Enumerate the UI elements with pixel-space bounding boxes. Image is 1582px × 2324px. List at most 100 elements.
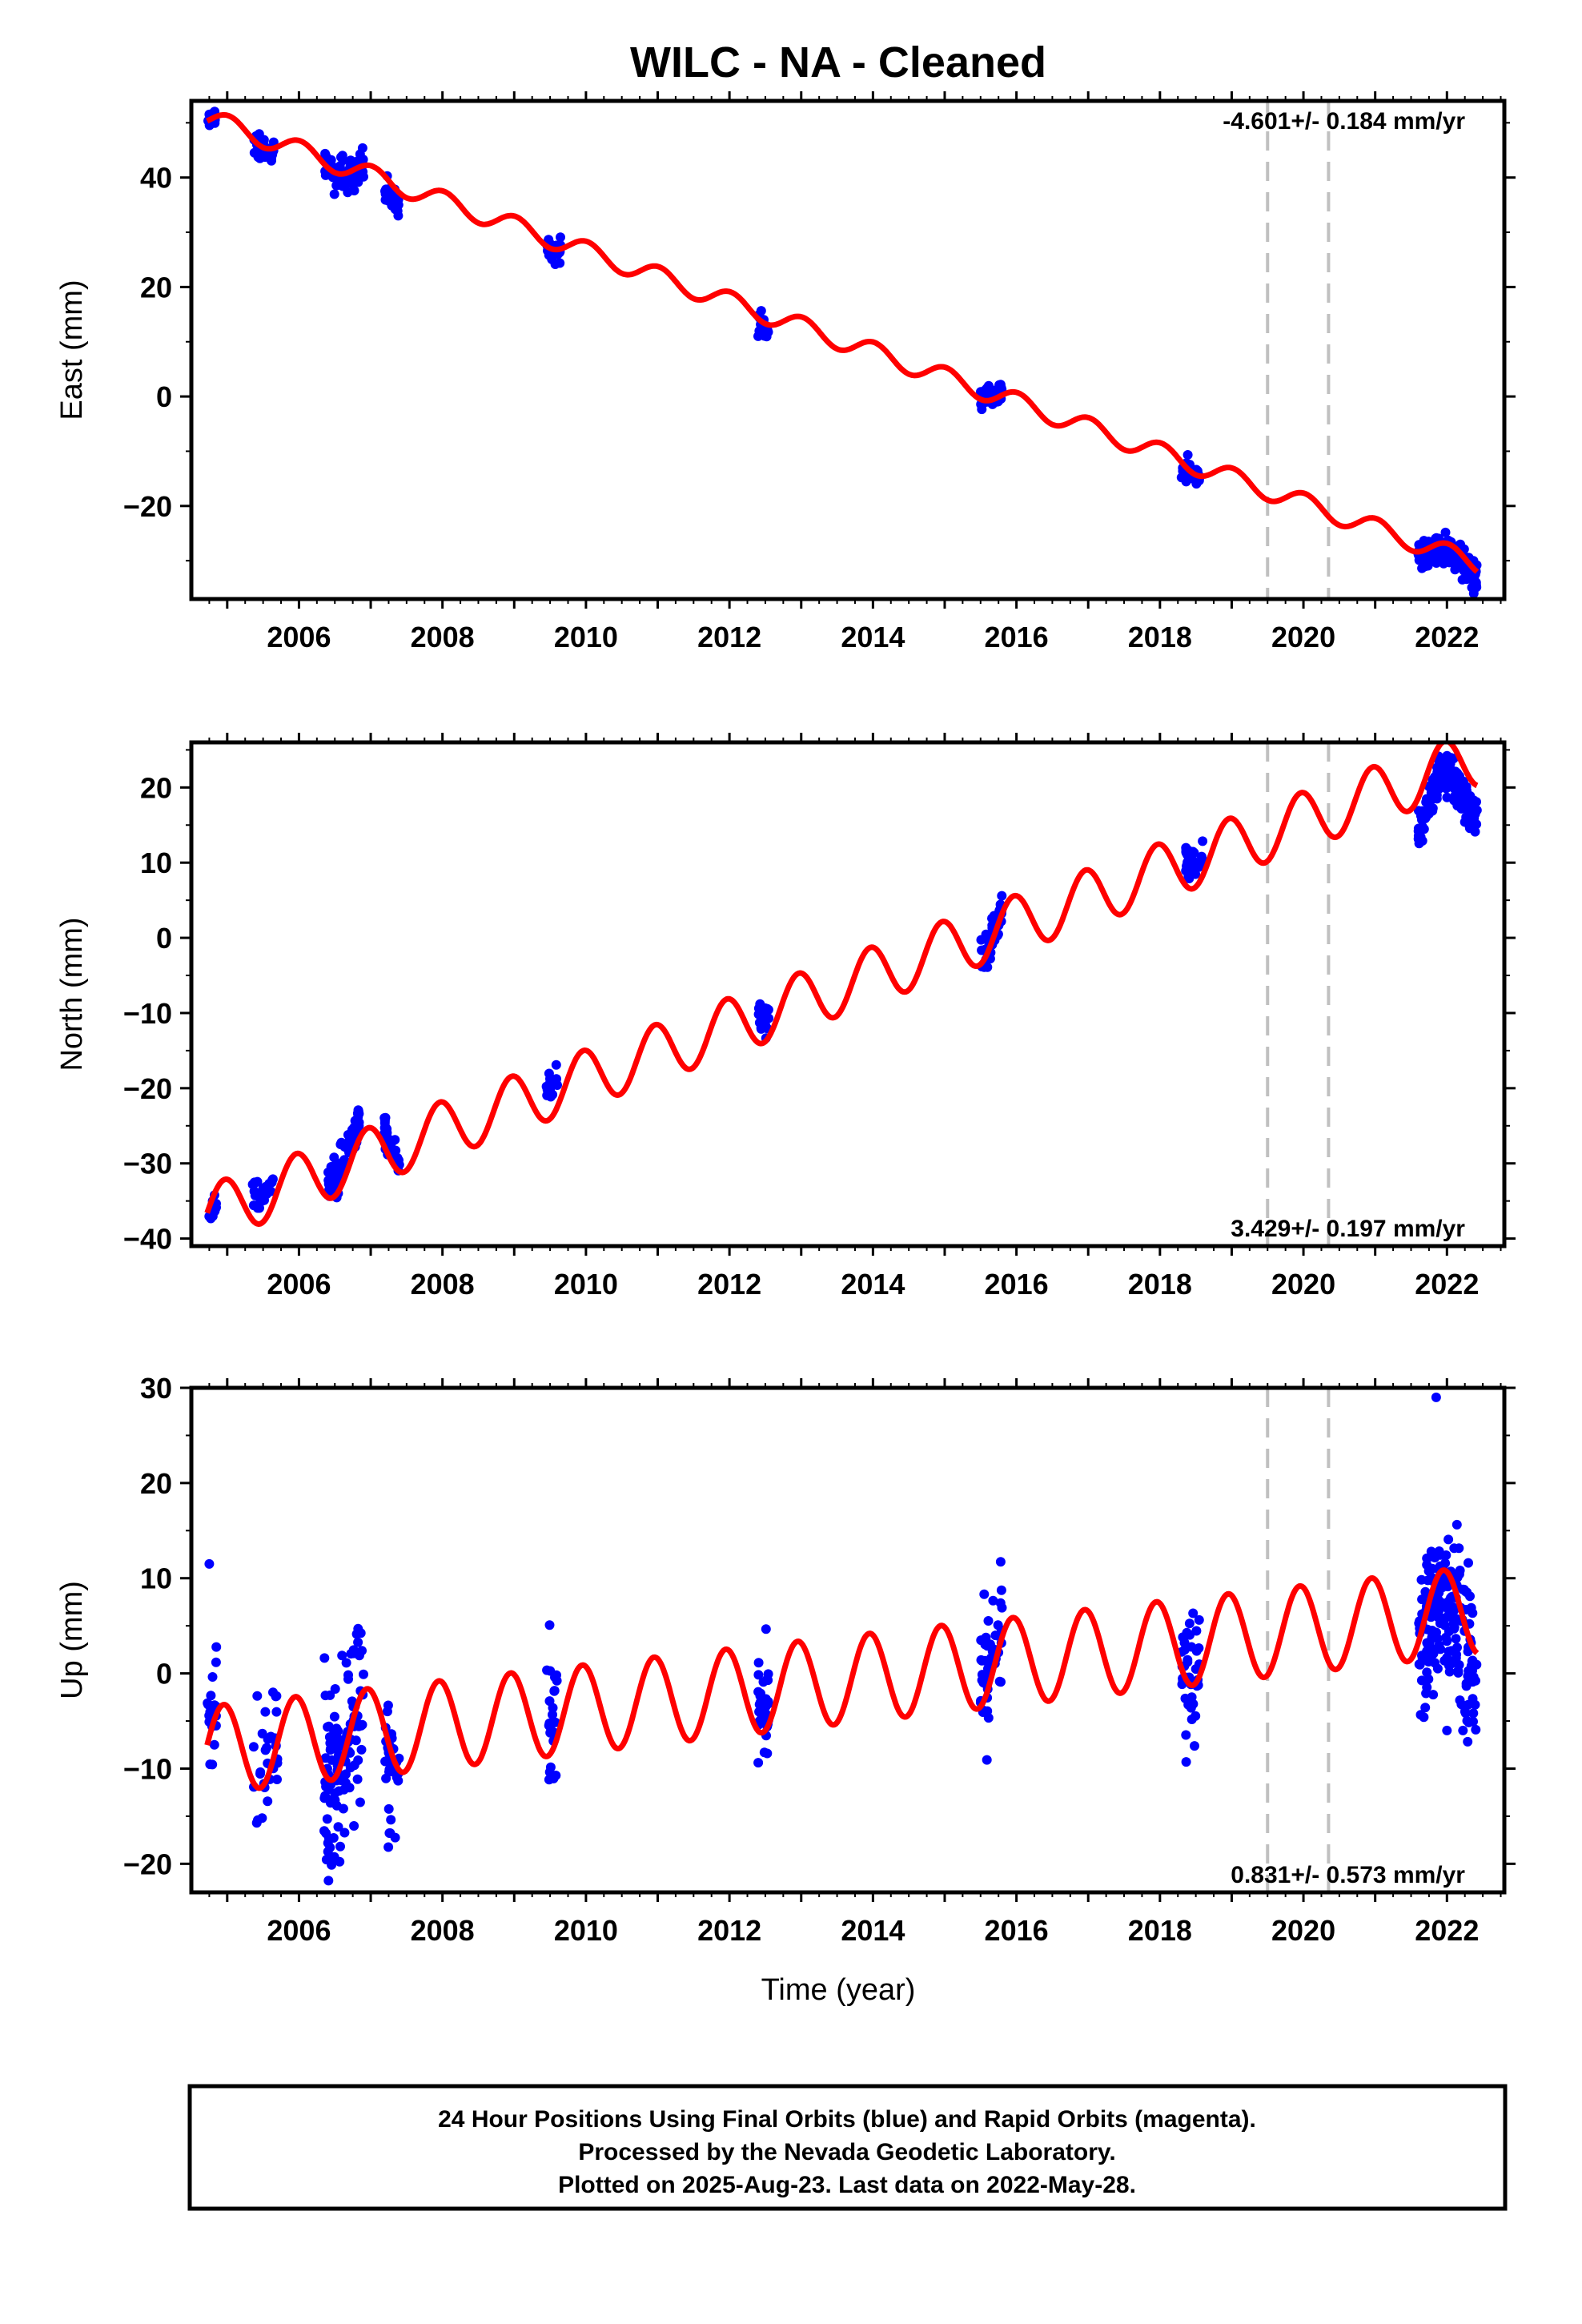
y-tick-label: 0 [156, 1658, 172, 1691]
plot-area [203, 1388, 1482, 1892]
data-point [329, 189, 339, 199]
data-point [207, 1759, 218, 1770]
y-axis: −20 −10 0 10 20 30 [123, 1372, 1516, 1880]
north-panel: 2006 2008 2010 2012 2014 2016 2018 2020 2022−40−… [55, 733, 1516, 1301]
data-point [1440, 1579, 1451, 1590]
data-point [983, 1713, 994, 1723]
x-tick-label: 2018 [1128, 1268, 1192, 1301]
data-point [1468, 1708, 1479, 1719]
data-point [1447, 1659, 1457, 1668]
data-point [1191, 1626, 1202, 1636]
data-point [333, 1822, 343, 1832]
data-point [1190, 1741, 1199, 1751]
data-point [353, 1755, 363, 1765]
x-tick-label: 2010 [554, 1914, 618, 1947]
y-tick-label: 20 [140, 1467, 172, 1500]
east-panel: 2006 2008 2010 2012 2014 2016 2018 2020 2022 −20 0… [55, 91, 1516, 653]
model-curve [206, 112, 1480, 574]
data-point [549, 1686, 560, 1696]
data-point [996, 1585, 1006, 1595]
data-point [1417, 1594, 1427, 1605]
x-tick-label: 2020 [1271, 1914, 1335, 1947]
data-point [325, 1690, 335, 1700]
data-point [552, 1074, 561, 1084]
data-point [995, 1557, 1006, 1567]
data-point [352, 1774, 363, 1784]
data-point [1179, 1645, 1190, 1655]
data-point [340, 1778, 351, 1788]
data-point [753, 1758, 764, 1768]
x-tick-label: 2020 [1271, 1268, 1335, 1301]
data-point [383, 1700, 393, 1711]
data-point [383, 1803, 394, 1814]
data-point [263, 1796, 273, 1807]
data-point [206, 1691, 216, 1701]
data-point [994, 1676, 1005, 1687]
data-point [343, 1670, 353, 1680]
y-axis: −20 0 20 40 [123, 122, 1516, 562]
data-point [981, 1632, 991, 1642]
footer-line-2: Processed by the Nevada Geodetic Laborat… [578, 2139, 1115, 2165]
data-point [1468, 1672, 1479, 1683]
data-point [257, 1196, 267, 1206]
x-tick-label: 2022 [1415, 1268, 1479, 1301]
data-point [262, 1182, 272, 1192]
data-point [323, 1784, 334, 1795]
data-point [1419, 536, 1429, 546]
data-point [1420, 1703, 1431, 1713]
data-point [326, 1743, 335, 1754]
data-point [1435, 1550, 1446, 1560]
data-point [348, 1648, 359, 1659]
data-point [1464, 823, 1475, 834]
data-point [1423, 1641, 1434, 1651]
y-tick-label: −10 [123, 997, 172, 1030]
data-point [1471, 580, 1481, 590]
data-point [982, 962, 993, 972]
data-point [753, 1003, 764, 1014]
data-point [351, 1629, 362, 1639]
data-point [988, 1595, 998, 1606]
data-point [356, 1744, 367, 1755]
data-point [981, 929, 991, 939]
data-point [1453, 1667, 1464, 1678]
x-tick-label: 2016 [985, 621, 1049, 653]
y-tick-label: 40 [140, 162, 172, 195]
data-point [556, 232, 565, 243]
data-point [1454, 784, 1464, 794]
footer-line-3: Plotted on 2025-Aug-23. Last data on 202… [558, 2172, 1136, 2198]
data-point [1455, 1566, 1465, 1575]
data-point [1198, 836, 1208, 846]
x-tick-label: 2018 [1128, 1914, 1192, 1947]
data-point [329, 1852, 339, 1862]
plot-area [204, 742, 1482, 1246]
x-axis-label: Time (year) [761, 1973, 916, 2007]
data-point [356, 170, 367, 180]
y-tick-label: 30 [140, 1372, 172, 1405]
data-point [1423, 1575, 1433, 1586]
data-point [1451, 1634, 1461, 1644]
x-axis: 2006 2008 2010 2012 2014 2016 2018 2020 2022 [208, 1378, 1502, 1947]
data-point [1464, 573, 1474, 584]
y-axis-label: East (mm) [55, 279, 89, 420]
data-point [1461, 1681, 1472, 1691]
data-point [753, 1670, 764, 1680]
data-point [262, 1189, 272, 1199]
plot-frame [189, 740, 1507, 1248]
data-point [247, 1180, 258, 1189]
data-point [1428, 1690, 1439, 1700]
data-point [977, 1655, 987, 1666]
data-point [1181, 1757, 1191, 1767]
data-point [763, 1669, 773, 1679]
data-point [1440, 1558, 1451, 1568]
data-point [248, 1742, 259, 1752]
data-point [1443, 1626, 1454, 1637]
x-tick-label: 2020 [1271, 621, 1335, 653]
data-point [1179, 1638, 1190, 1648]
x-tick-label: 2014 [841, 1914, 905, 1947]
y-tick-label: −40 [123, 1223, 172, 1256]
data-point [337, 151, 347, 161]
y-tick-label: 20 [140, 271, 172, 304]
data-point [357, 1646, 367, 1656]
y-tick-label: 0 [156, 922, 172, 955]
data-point [383, 195, 393, 206]
